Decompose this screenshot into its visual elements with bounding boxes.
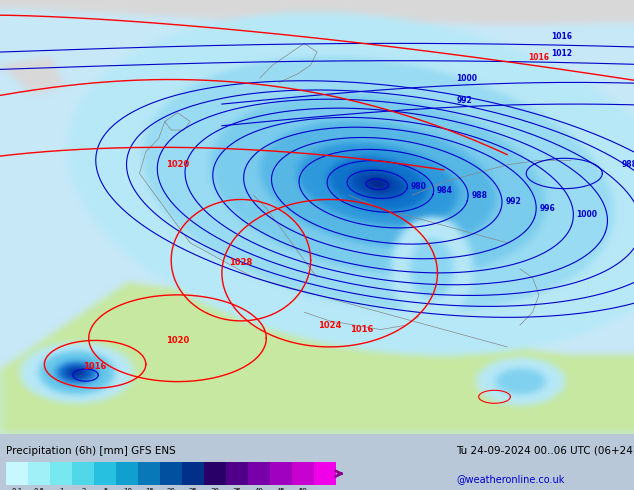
Text: Precipitation (6h) [mm] GFS ENS: Precipitation (6h) [mm] GFS ENS <box>6 446 176 456</box>
Text: 35: 35 <box>233 488 242 490</box>
Text: 2: 2 <box>81 488 86 490</box>
Text: 15: 15 <box>145 488 153 490</box>
Text: 992: 992 <box>456 96 472 105</box>
Bar <box>29 462 50 486</box>
Text: 1016: 1016 <box>84 362 107 371</box>
Bar <box>116 462 138 486</box>
Text: 50: 50 <box>299 488 307 490</box>
Text: 10: 10 <box>123 488 132 490</box>
Text: 0.5: 0.5 <box>34 488 45 490</box>
Bar <box>270 462 292 486</box>
Text: 1020: 1020 <box>166 336 189 345</box>
Bar <box>138 462 160 486</box>
Text: 0.1: 0.1 <box>11 488 23 490</box>
Text: 30: 30 <box>210 488 219 490</box>
Text: 980: 980 <box>411 182 427 191</box>
Text: 988: 988 <box>471 191 488 200</box>
Text: 1000: 1000 <box>576 210 597 219</box>
Text: 1016: 1016 <box>528 53 550 62</box>
Text: 1016: 1016 <box>350 325 373 334</box>
Text: 1012: 1012 <box>552 49 573 58</box>
Text: 984: 984 <box>437 186 453 195</box>
Bar <box>50 462 72 486</box>
Text: 40: 40 <box>255 488 264 490</box>
Text: 988: 988 <box>621 160 634 169</box>
Text: 1016: 1016 <box>552 32 573 41</box>
Text: 1024: 1024 <box>318 321 341 330</box>
Text: 45: 45 <box>276 488 285 490</box>
Bar <box>314 462 336 486</box>
Bar <box>72 462 94 486</box>
Text: 20: 20 <box>167 488 176 490</box>
Text: Tu 24-09-2024 00..06 UTC (06+24): Tu 24-09-2024 00..06 UTC (06+24) <box>456 445 634 456</box>
Text: 1020: 1020 <box>166 160 189 169</box>
Bar <box>292 462 314 486</box>
Text: 25: 25 <box>189 488 198 490</box>
Text: @weatheronline.co.uk: @weatheronline.co.uk <box>456 474 565 484</box>
Bar <box>248 462 270 486</box>
Text: 1000: 1000 <box>456 74 477 83</box>
Bar <box>94 462 116 486</box>
Text: 5: 5 <box>103 488 107 490</box>
Text: 1: 1 <box>59 488 63 490</box>
Bar <box>6 462 29 486</box>
Text: 1028: 1028 <box>230 258 252 267</box>
Bar <box>182 462 204 486</box>
Text: 992: 992 <box>505 197 521 206</box>
Bar <box>160 462 182 486</box>
Text: 996: 996 <box>540 204 555 213</box>
Bar <box>226 462 248 486</box>
Bar <box>204 462 226 486</box>
